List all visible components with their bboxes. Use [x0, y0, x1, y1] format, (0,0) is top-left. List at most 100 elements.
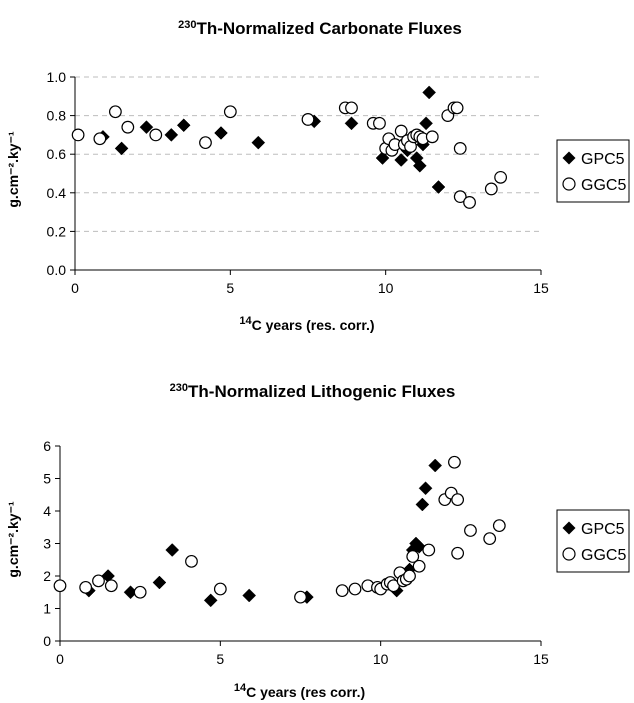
x-tick-label: 15	[533, 651, 549, 667]
data-point-gpc5	[428, 458, 443, 473]
x-tick-label: 5	[226, 280, 234, 296]
legend: GPC5 GGC5	[556, 509, 630, 573]
legend-label-gpc5: GPC5	[581, 151, 625, 168]
data-point-ggc5	[448, 455, 461, 469]
data-point-ggc5	[93, 132, 107, 146]
data-point-gpc5	[251, 135, 266, 150]
y-tick-label: 0.4	[47, 185, 67, 201]
data-point-ggc5	[104, 579, 118, 593]
data-point-ggc5	[108, 105, 122, 119]
data-point-ggc5	[492, 519, 506, 533]
legend-label-ggc5: GGC5	[581, 177, 626, 194]
legend-marker-ggc5	[562, 547, 576, 561]
data-point-ggc5	[464, 524, 477, 537]
chart-title-text: Th-Normalized Lithogenic Fluxes	[188, 382, 455, 401]
y-tick-label: 0.2	[47, 223, 67, 239]
y-tick-label: 1	[43, 601, 51, 617]
data-point-gpc5	[176, 118, 191, 133]
x-axis-label: 14C years (res. corr.)	[239, 315, 374, 333]
data-point-gpc5	[415, 497, 430, 512]
data-point-gpc5	[375, 151, 390, 165]
data-point-ggc5	[301, 113, 315, 126]
data-point-gpc5	[242, 588, 257, 603]
data-point-ggc5	[494, 170, 508, 184]
data-point-ggc5	[294, 590, 307, 604]
x-axis-label-text: C years (res corr.)	[246, 684, 365, 700]
y-tick-label: 0	[43, 633, 51, 649]
data-point-ggc5	[451, 546, 465, 560]
y-tick-label: 1.0	[47, 69, 67, 85]
data-point-gpc5	[214, 126, 228, 140]
series-ggc5	[53, 455, 506, 604]
chart-title-text: Th-Normalized Carbonate Fluxes	[196, 19, 461, 38]
legend-marker-gpc5	[562, 521, 576, 535]
x-tick-label: 10	[378, 280, 394, 296]
data-point-ggc5	[483, 532, 497, 546]
data-point-ggc5	[403, 569, 416, 583]
data-point-gpc5	[203, 593, 218, 608]
x-tick-label: 0	[71, 280, 79, 296]
data-point-ggc5	[484, 182, 498, 196]
chart-title-superscript: 230	[178, 19, 196, 31]
x-axis-label-superscript: 14	[239, 315, 252, 327]
y-axis-label: g.cm⁻².ky⁻¹	[5, 501, 21, 578]
legend-marker-ggc5	[562, 177, 576, 191]
legend-box	[556, 509, 630, 573]
data-point-gpc5	[412, 158, 427, 173]
data-point-gpc5	[139, 120, 154, 135]
data-point-gpc5	[114, 141, 129, 156]
legend: GPC5 GGC5	[556, 139, 630, 203]
data-point-ggc5	[199, 136, 212, 150]
legend-box	[556, 139, 630, 203]
data-point-ggc5	[406, 550, 420, 563]
data-point-ggc5	[453, 190, 467, 204]
y-tick-label: 4	[43, 503, 51, 519]
y-tick-label: 6	[43, 438, 51, 454]
data-point-gpc5	[164, 128, 179, 142]
data-point-ggc5	[345, 101, 358, 115]
chart-title: 230Th-Normalized Carbonate Fluxes	[178, 19, 462, 38]
x-axis-label: 14C years (res corr.)	[234, 682, 365, 700]
data-point-ggc5	[451, 493, 465, 507]
x-axis-label-superscript: 14	[234, 682, 247, 694]
data-point-gpc5	[419, 116, 433, 131]
data-point-gpc5	[431, 180, 446, 194]
x-axis-label-text: C years (res. corr.)	[252, 317, 375, 333]
data-point-ggc5	[412, 559, 426, 573]
data-point-gpc5	[152, 575, 167, 590]
x-tick-label: 0	[56, 651, 64, 667]
data-point-ggc5	[149, 128, 163, 142]
data-point-ggc5	[394, 124, 408, 138]
chart-title-superscript: 230	[170, 382, 188, 394]
legend-marker-gpc5	[562, 151, 576, 165]
data-point-ggc5	[79, 580, 93, 594]
data-point-ggc5	[453, 142, 467, 155]
data-point-gpc5	[165, 543, 180, 557]
y-tick-label: 5	[43, 471, 51, 487]
chart-1: 230Th-Normalized Carbonate Fluxes 0.0 0.2 0…	[5, 19, 630, 333]
data-point-gpc5	[422, 85, 437, 100]
y-axis-label: g.cm⁻².ky⁻¹	[5, 131, 21, 208]
chart-2: 230Th-Normalized Lithogenic Fluxes 0 1 2 3 4 5…	[5, 382, 630, 700]
y-tick-label: 2	[43, 568, 51, 584]
data-point-gpc5	[418, 481, 433, 496]
data-point-ggc5	[213, 582, 227, 596]
data-point-ggc5	[463, 196, 476, 209]
x-tick-label: 10	[373, 651, 389, 667]
data-point-ggc5	[348, 582, 362, 596]
legend-label-gpc5: GPC5	[581, 521, 625, 538]
x-tick-label: 15	[533, 280, 549, 296]
y-tick-label: 0.8	[47, 108, 67, 124]
data-point-ggc5	[373, 116, 386, 130]
data-point-ggc5	[53, 579, 67, 593]
legend-label-ggc5: GGC5	[581, 547, 626, 564]
data-point-ggc5	[422, 543, 436, 557]
data-point-ggc5	[450, 101, 464, 115]
data-point-ggc5	[223, 105, 237, 119]
data-point-ggc5	[425, 130, 439, 144]
data-point-ggc5	[121, 120, 135, 134]
data-point-ggc5	[335, 584, 349, 598]
data-point-ggc5	[92, 574, 105, 588]
y-tick-label: 0.0	[47, 262, 67, 278]
